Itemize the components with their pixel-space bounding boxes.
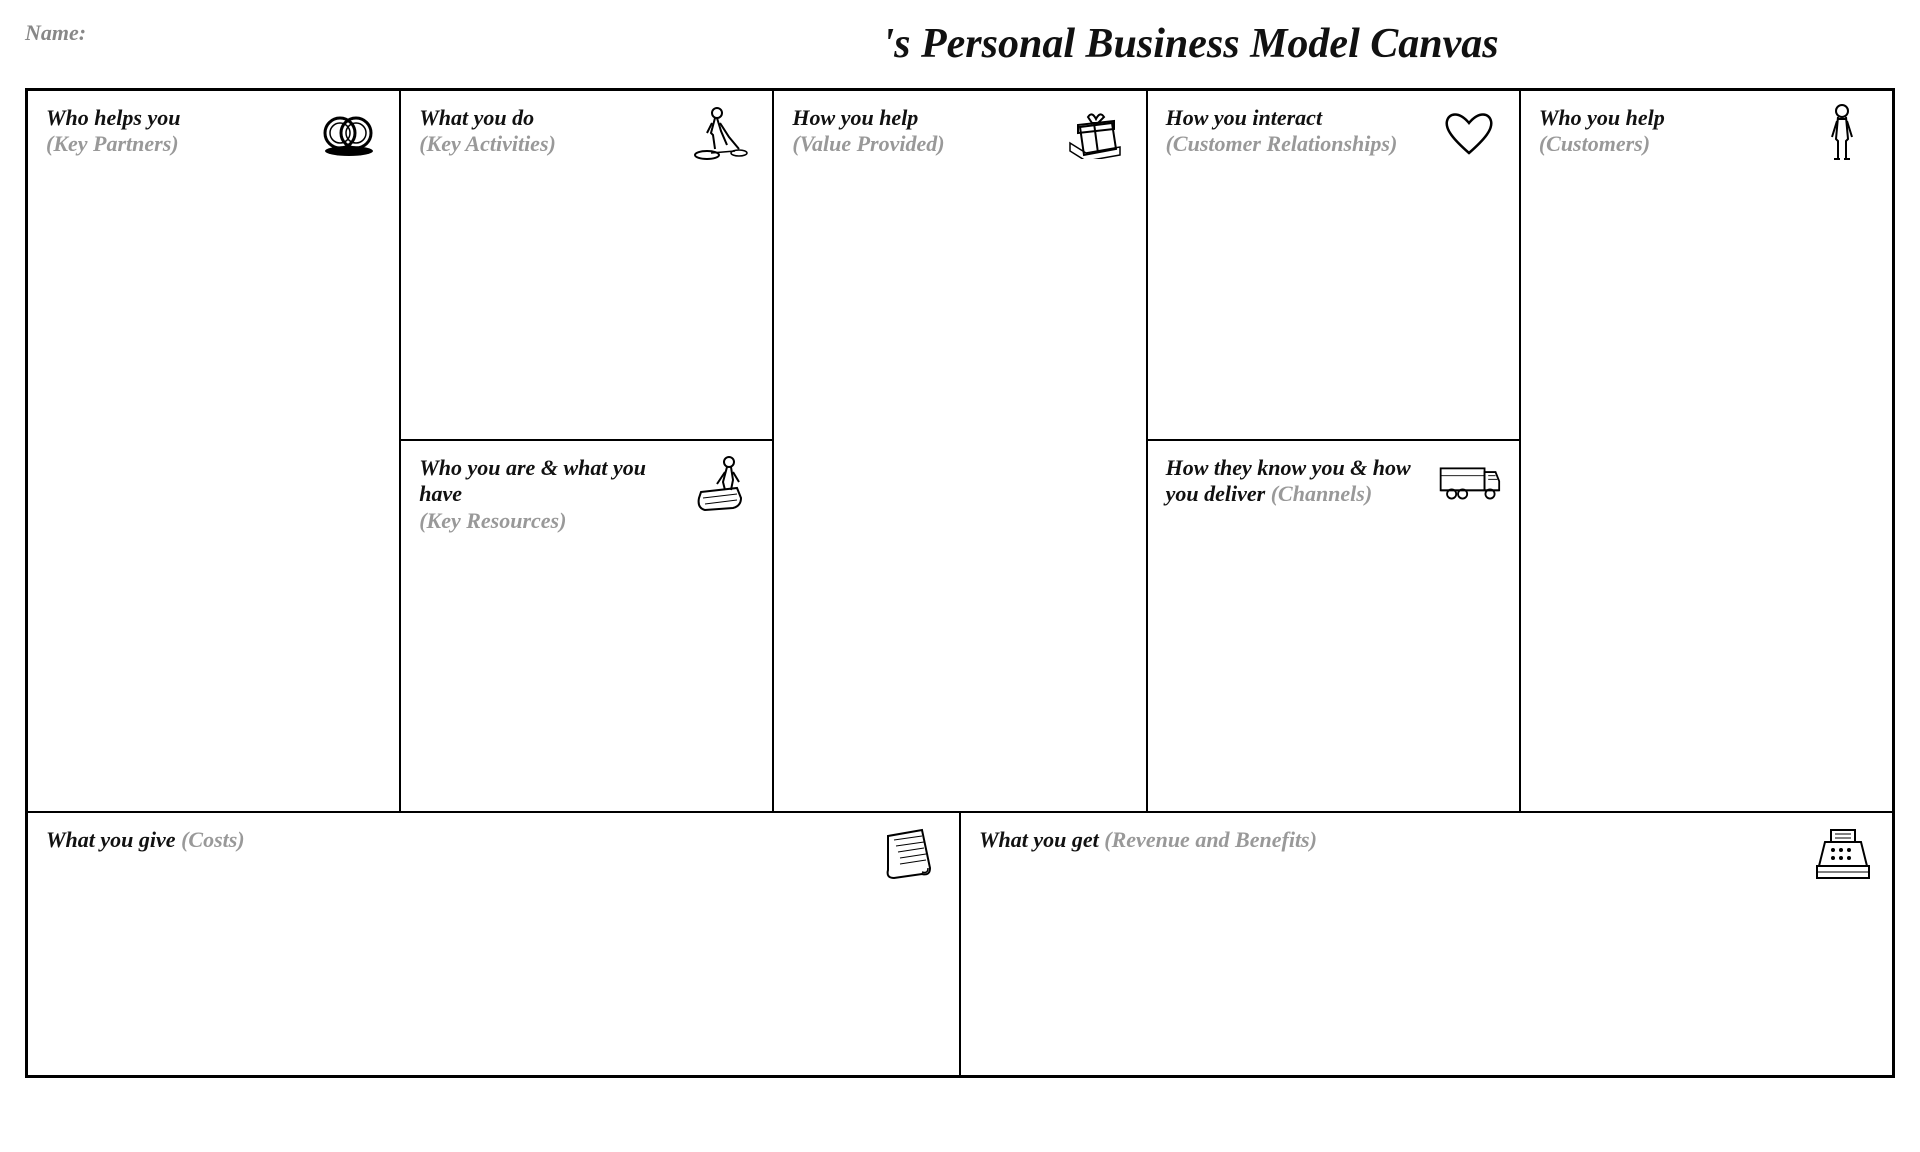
canvas-grid: Who helps you (Key Partners) bbox=[25, 88, 1895, 1078]
cell-subtitle: (Key Activities) bbox=[419, 131, 682, 157]
cell-title: How you interact bbox=[1166, 105, 1429, 131]
cell-customer-relationships: How you interact (Customer Relationships… bbox=[1148, 91, 1519, 441]
person-icon bbox=[1810, 105, 1874, 161]
cell-customers: Who you help (Customers) bbox=[1521, 91, 1892, 811]
cell-title-inline: How they know you & how you deliver (Cha… bbox=[1166, 455, 1429, 508]
cash-register-icon bbox=[1810, 827, 1874, 883]
cell-title: Who helps you bbox=[46, 105, 309, 131]
cell-subtitle: (Key Partners) bbox=[46, 131, 309, 157]
header: Name: 's Personal Business Model Canvas bbox=[25, 20, 1895, 68]
cell-title: How you help bbox=[792, 105, 1055, 131]
cell-revenue: What you get (Revenue and Benefits) bbox=[961, 811, 1892, 1075]
lower-row: What you give (Costs) bbox=[28, 811, 1892, 1075]
cell-title-inline: What you get (Revenue and Benefits) bbox=[979, 827, 1317, 853]
person-luggage-icon bbox=[690, 455, 754, 511]
gift-icon bbox=[1064, 105, 1128, 161]
truck-icon bbox=[1437, 455, 1501, 511]
cell-costs: What you give (Costs) bbox=[28, 811, 961, 1075]
cell-title: Who you help bbox=[1539, 105, 1802, 131]
cell-title-inline: What you give (Costs) bbox=[46, 827, 245, 853]
invoice-icon bbox=[877, 827, 941, 883]
cell-key-resources: Who you are & what you have (Key Resourc… bbox=[401, 441, 772, 811]
name-label: Name: bbox=[25, 20, 86, 46]
upper-row: Who helps you (Key Partners) bbox=[28, 91, 1892, 811]
heart-icon bbox=[1437, 105, 1501, 161]
cell-subtitle: (Value Provided) bbox=[792, 131, 1055, 157]
cell-value-provided: How you help (Value Provided) bbox=[774, 91, 1145, 811]
cell-channels: How they know you & how you deliver (Cha… bbox=[1148, 441, 1519, 811]
page-title: 's Personal Business Model Canvas bbox=[86, 20, 1895, 68]
cell-key-partners: Who helps you (Key Partners) bbox=[28, 91, 399, 811]
cell-key-activities: What you do (Key Activities) bbox=[401, 91, 772, 441]
cell-title: What you do bbox=[419, 105, 682, 131]
rings-icon bbox=[317, 105, 381, 161]
worker-icon bbox=[690, 105, 754, 161]
cell-subtitle: (Customers) bbox=[1539, 131, 1802, 157]
cell-subtitle: (Customer Relationships) bbox=[1166, 131, 1429, 157]
cell-subtitle: (Key Resources) bbox=[419, 508, 682, 534]
cell-title: Who you are & what you have bbox=[419, 455, 682, 508]
